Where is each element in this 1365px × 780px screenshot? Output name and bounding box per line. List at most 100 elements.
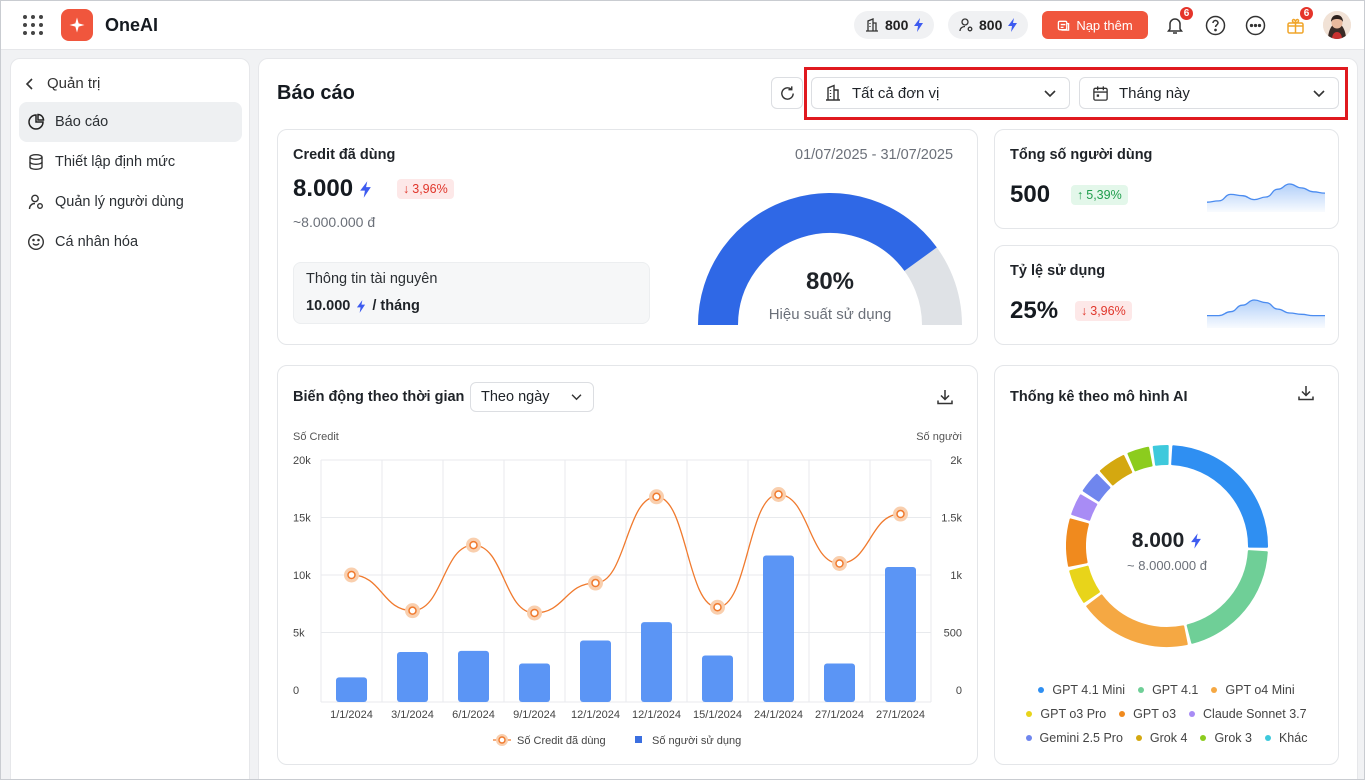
resource-info-box: [293, 262, 650, 324]
legend-row: GPT 4.1 Mini GPT 4.1 GPT o4 Mini: [994, 683, 1339, 697]
sidebar-item-users[interactable]: Quản lý người dùng: [19, 182, 242, 222]
calendar-icon: [1093, 85, 1108, 101]
refresh-button[interactable]: [771, 77, 803, 109]
refresh-icon: [780, 85, 794, 100]
y-left-title: Số Credit: [293, 431, 339, 443]
legend-label: GPT 4.1: [1152, 683, 1199, 697]
sidebar-item-personalize[interactable]: Cá nhân hóa: [19, 222, 242, 262]
x-tick: 12/1/2024: [571, 709, 620, 721]
granularity-select[interactable]: Theo ngày: [470, 382, 594, 412]
back-label: Quản trị: [47, 75, 101, 92]
legend-item: Khác: [1264, 731, 1307, 745]
x-tick: 24/1/2024: [754, 709, 803, 721]
download-models-icon[interactable]: [1296, 383, 1316, 408]
sidebar-item-label: Thiết lập định mức: [55, 154, 176, 170]
arrow-down-icon: ↓: [1081, 304, 1088, 318]
donut-money: ~ 8.000.000 đ: [1127, 558, 1207, 573]
user-avatar[interactable]: [1323, 11, 1351, 39]
credit-money: ~8.000.000 đ: [293, 214, 376, 230]
usage-rate-title: Tỷ lệ sử dụng: [1010, 263, 1106, 279]
legend-item: GPT o3 Pro: [1026, 707, 1106, 721]
legend-dot: [1264, 735, 1271, 741]
legend-dot: [1189, 711, 1196, 717]
topup-button[interactable]: Nạp thêm: [1042, 11, 1148, 39]
credit-date-range: 01/07/2025 - 31/07/2025: [795, 147, 954, 163]
resource-unit: / tháng: [372, 298, 420, 314]
legend-label-users: Số người sử dụng: [652, 735, 741, 747]
legend-item: GPT o4 Mini: [1211, 683, 1295, 697]
trend-combo-chart: Số Credit Số người 20k 2k 15k 1.5k 10k 1k 5k 500 0…: [293, 431, 962, 747]
x-tick: 15/1/2024: [693, 709, 742, 721]
bar-users: [458, 650, 489, 702]
point-credit: [347, 570, 356, 580]
legend-label: GPT o4 Mini: [1225, 683, 1295, 697]
legend-label: Claude Sonnet 3.7: [1203, 707, 1307, 721]
point-credit: [896, 509, 905, 519]
period-filter-select[interactable]: Tháng này: [1079, 77, 1339, 109]
donut-slice: [1171, 445, 1268, 548]
download-trend-icon[interactable]: [935, 387, 955, 412]
unit-filter-select[interactable]: Tất cả đơn vị: [811, 77, 1070, 109]
y-right-tick: 500: [944, 628, 962, 640]
building-icon: [866, 18, 878, 32]
x-tick: 27/1/2024: [876, 709, 925, 721]
pie-chart-icon: [28, 113, 45, 130]
y-left-tick: 15k: [293, 513, 311, 525]
bar-users: [763, 555, 794, 702]
legend-label-credit: Số Credit đã dùng: [517, 735, 606, 747]
donut-total: 8.000: [1131, 529, 1185, 552]
donut-slice: [1071, 494, 1098, 521]
user-credit-pill[interactable]: 800: [948, 11, 1029, 39]
legend-label: Grok 3: [1214, 731, 1252, 745]
resource-value: 10.000: [306, 298, 351, 314]
legend-label: GPT 4.1 Mini: [1052, 683, 1126, 697]
resource-value-row: 10.000 / tháng: [306, 298, 420, 314]
chevron-down-icon: [1044, 89, 1056, 97]
users-delta-badge: ↑ 5,39%: [1071, 185, 1128, 205]
sidebar-item-reports[interactable]: Báo cáo: [19, 102, 242, 142]
highlight-frame: [804, 67, 1348, 120]
total-users-card: [994, 129, 1339, 229]
legend-label: Grok 4: [1149, 731, 1188, 745]
y-right-tick: 1k: [950, 570, 962, 582]
bar-users: [336, 677, 367, 702]
legend-dot: [1038, 687, 1045, 693]
point-credit: [408, 606, 417, 615]
app-grid-icon[interactable]: [22, 14, 44, 36]
database-icon: [29, 154, 43, 171]
legend-item: Gemini 2.5 Pro: [1025, 731, 1123, 745]
point-credit: [591, 578, 600, 588]
donut-total-row: 8.000: [1117, 529, 1217, 553]
x-tick: 6/1/2024: [452, 709, 495, 721]
user-credit-value: 800: [979, 17, 1003, 33]
total-users-value: 500: [1010, 181, 1051, 208]
credit-used-value-row: 8.000: [293, 175, 372, 203]
help-icon[interactable]: [1204, 14, 1226, 36]
org-credit-pill[interactable]: 800: [854, 11, 935, 39]
wallet-icon: [1058, 20, 1070, 31]
sidebar-item-quota[interactable]: Thiết lập định mức: [19, 142, 242, 182]
notification-bell-icon[interactable]: 6: [1164, 6, 1194, 36]
line-credit: [351, 493, 901, 614]
legend-item: Grok 3: [1200, 731, 1252, 745]
org-credit-value: 800: [885, 17, 909, 33]
usage-rate-value: 25%: [1010, 297, 1059, 324]
usage-rate-card: [994, 245, 1339, 345]
bolt-icon: [1008, 18, 1018, 32]
sidebar-item-label: Báo cáo: [55, 114, 109, 130]
gauge-fill: [698, 193, 937, 326]
legend-dot: [1026, 711, 1033, 717]
bar-users: [397, 652, 428, 702]
total-users-title: Tổng số người dùng: [1010, 147, 1153, 163]
y-left-tick: 10k: [293, 570, 311, 582]
building-icon: [826, 84, 840, 101]
y-left-tick: 0: [293, 685, 299, 697]
sidebar: Quản trị Báo cáo Thiết lập định mức Quản…: [10, 58, 250, 780]
arrow-down-icon: ↓: [403, 182, 410, 196]
user-group-icon: [28, 194, 43, 210]
more-options-icon[interactable]: [1244, 14, 1266, 36]
gift-icon[interactable]: 6: [1284, 6, 1314, 36]
back-to-admin-link[interactable]: Quản trị: [25, 75, 100, 92]
x-tick: 9/1/2024: [513, 709, 556, 721]
donut-slice: [1186, 550, 1268, 644]
